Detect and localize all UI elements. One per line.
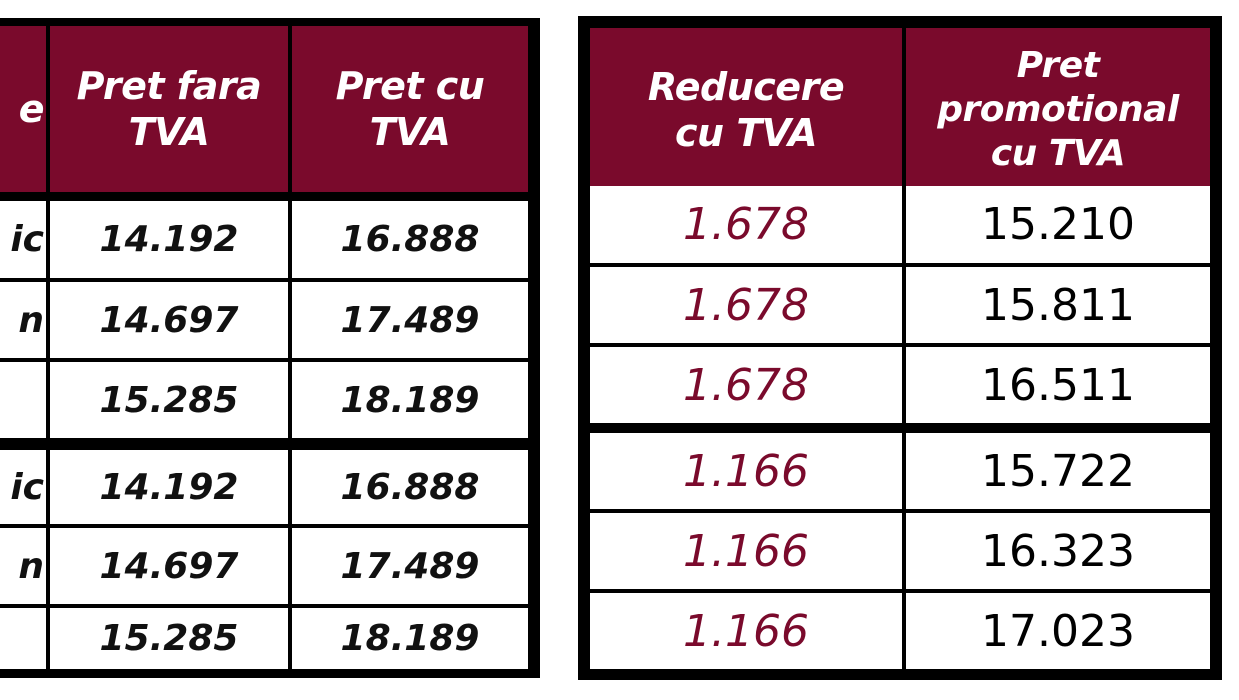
- price-value: 15.285: [99, 618, 239, 659]
- row-label: n: [18, 545, 44, 587]
- discount-value: 1.678: [683, 279, 809, 331]
- price-with-vat-cell: 17.489: [292, 282, 528, 358]
- row-label: n: [18, 299, 44, 341]
- price-value: 14.192: [99, 219, 239, 260]
- promo-price-value: 15.722: [981, 445, 1135, 497]
- promo-price-cell: 17.023: [906, 593, 1210, 669]
- row-label-cell: [0, 362, 46, 438]
- price-without-vat-cell: 14.192: [50, 201, 288, 278]
- price-without-vat-cell: 14.697: [50, 282, 288, 358]
- row-label: ic: [10, 466, 44, 508]
- price-without-vat-cell: 14.192: [50, 450, 288, 524]
- header-line: Pret: [1016, 45, 1100, 86]
- price-without-vat-cell: 15.285: [50, 608, 288, 669]
- discount-cell: 1.678: [590, 186, 902, 263]
- header-label: e: [18, 87, 45, 131]
- promo-price-value: 15.210: [981, 199, 1135, 250]
- price-value: 18.189: [340, 618, 480, 659]
- discount-cell: 1.166: [590, 513, 902, 589]
- price-value: 16.888: [340, 466, 480, 508]
- header-line: TVA: [369, 110, 451, 154]
- price-value: 17.489: [340, 299, 480, 341]
- price-without-vat-cell: 14.697: [50, 528, 288, 604]
- discount-cell: 1.678: [590, 347, 902, 423]
- header-cell-discount-with-vat: Reducere cu TVA: [590, 28, 902, 192]
- header-cell-promotional-price-with-vat: Pret promotional cu TVA: [906, 28, 1210, 192]
- header-cell-price-without-vat: Pret fara TVA: [50, 26, 288, 192]
- header-cell-truncated: e: [0, 26, 46, 192]
- discount-value: 1.678: [683, 359, 809, 411]
- discount-value: 1.166: [683, 605, 809, 657]
- price-value: 18.189: [340, 379, 480, 421]
- promo-price-value: 16.511: [981, 359, 1135, 411]
- price-with-vat-cell: 17.489: [292, 528, 528, 604]
- row-label-cell: ic: [0, 201, 46, 278]
- price-value: 16.888: [340, 219, 480, 260]
- price-with-vat-cell: 16.888: [292, 201, 528, 278]
- header-line: cu TVA: [675, 111, 817, 155]
- promo-price-cell: 15.811: [906, 267, 1210, 343]
- price-value: 14.697: [99, 299, 239, 341]
- promo-price-value: 15.811: [981, 279, 1135, 331]
- promo-price-cell: 15.210: [906, 186, 1210, 263]
- price-value: 17.489: [340, 545, 480, 587]
- discount-value: 1.166: [683, 445, 809, 497]
- header-line: promotional: [937, 89, 1179, 130]
- header-line: cu TVA: [990, 133, 1126, 174]
- header-cell-price-with-vat: Pret cu TVA: [292, 26, 528, 192]
- discount-value: 1.166: [683, 525, 809, 577]
- header-line: TVA: [128, 110, 210, 154]
- row-label-cell: n: [0, 528, 46, 604]
- promo-price-cell: 16.323: [906, 513, 1210, 589]
- header-line: Pret fara: [76, 64, 262, 108]
- promo-price-cell: 15.722: [906, 433, 1210, 509]
- header-line: Reducere: [647, 65, 845, 109]
- discount-cell: 1.678: [590, 267, 902, 343]
- row-label-cell: [0, 608, 46, 669]
- promo-price-cell: 16.511: [906, 347, 1210, 423]
- base-price-table: e Pret fara TVA Pret cu TVA ic 14.192 16…: [0, 18, 540, 678]
- row-label-cell: ic: [0, 450, 46, 524]
- promo-price-value: 17.023: [981, 605, 1135, 657]
- row-label: ic: [10, 219, 44, 260]
- promo-price-value: 16.323: [981, 525, 1135, 577]
- discount-value: 1.678: [683, 199, 809, 250]
- header-line: Pret cu: [335, 64, 485, 108]
- price-with-vat-cell: 18.189: [292, 608, 528, 669]
- price-value: 14.697: [99, 545, 239, 587]
- price-with-vat-cell: 18.189: [292, 362, 528, 438]
- price-value: 15.285: [99, 379, 239, 421]
- price-without-vat-cell: 15.285: [50, 362, 288, 438]
- price-value: 14.192: [99, 466, 239, 508]
- price-with-vat-cell: 16.888: [292, 450, 528, 524]
- promotional-price-table: Reducere cu TVA Pret promotional cu TVA …: [578, 16, 1222, 680]
- row-label-cell: n: [0, 282, 46, 358]
- discount-cell: 1.166: [590, 433, 902, 509]
- discount-cell: 1.166: [590, 593, 902, 669]
